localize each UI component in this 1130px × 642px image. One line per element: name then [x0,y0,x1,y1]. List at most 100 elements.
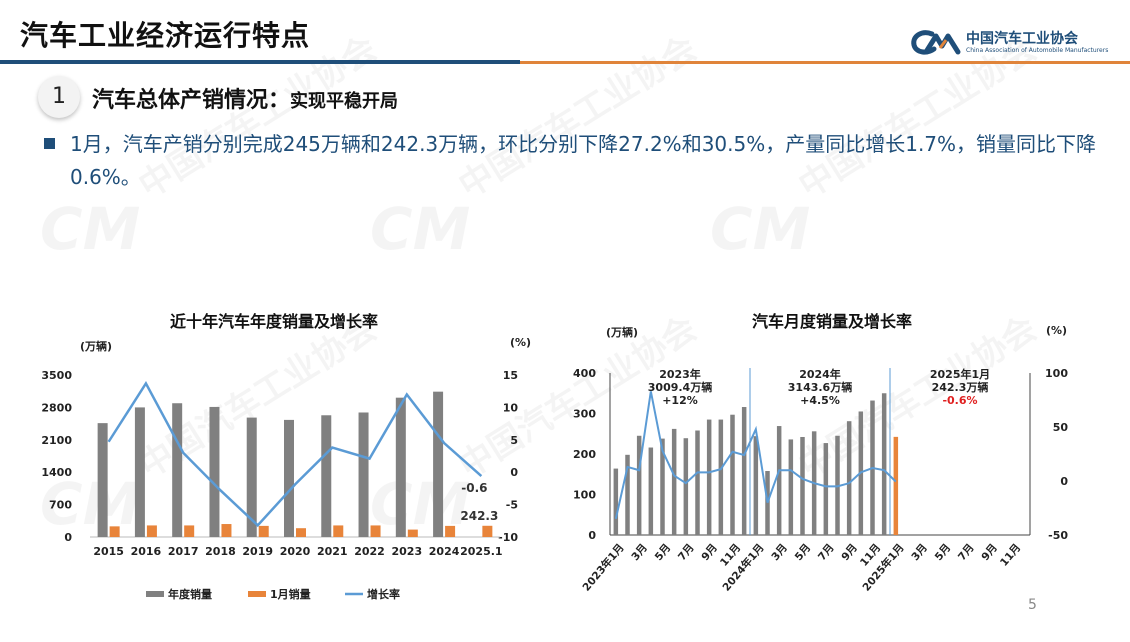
bar-monthly [730,414,735,535]
y-axis-unit: (万辆) [606,325,638,339]
legend-swatch-january [248,591,266,597]
x-tick-label: 3月 [629,542,650,563]
bar-january [146,525,157,537]
y2-axis-unit: (%) [1046,324,1067,337]
bar-monthly [695,430,700,535]
legend-swatch-annual [146,591,164,597]
bar-january [109,526,120,537]
bar-monthly [671,428,677,535]
y2-tick-label: 5 [510,434,518,447]
bar-monthly [776,426,782,535]
y-tick-label: 400 [573,367,596,380]
bar-january [445,525,456,537]
bar-annual [358,412,369,537]
year-label-total: 3009.4万辆 [648,380,712,394]
y-tick-label: 0 [588,529,596,542]
bar-monthly [683,438,689,535]
line-growth-rate [107,380,483,528]
bar-january [407,529,418,537]
y-tick-label: 300 [573,408,596,421]
caam-logo: 中国汽车工业协会 China Association of Automobile… [910,28,1110,56]
year-label-growth: +4.5% [800,394,840,407]
bar-monthly [613,468,619,535]
year-label-total: 242.3万辆 [932,380,989,394]
chart2-title: 汽车月度销量及增长率 [752,312,913,331]
y-tick-label: 200 [573,448,596,461]
y2-tick-label: 0 [1060,475,1068,488]
y2-tick-label: 15 [503,369,518,382]
x-tick-label: 3月 [909,542,930,563]
bar-monthly [706,419,712,535]
y-tick-label: 700 [49,499,72,512]
bar-monthly [800,436,805,535]
y-tick-label: 1400 [41,466,72,479]
y-axis-unit: (万辆) [80,339,112,353]
legend-label-annual: 年度销量 [168,587,212,601]
x-tick-label: 2020 [280,545,311,558]
bar-monthly [718,419,724,535]
y2-tick-label: -5 [506,499,518,512]
year-label-title: 2025年1月 [930,367,990,381]
x-tick-label: 2024 [429,545,460,558]
year-label-growth: +12% [662,394,698,407]
y2-tick-label: 0 [510,466,518,479]
bar-monthly [741,407,747,535]
x-tick-label: 9月 [699,542,720,563]
y2-tick-label: 50 [1053,421,1069,434]
bar-monthly [765,471,770,535]
data-label-rate: -0.6 [461,481,487,495]
bar-annual [284,419,294,537]
y2-tick-label: -10 [498,531,518,544]
bar-monthly [753,436,759,535]
bar-annual [97,423,108,537]
bar-january [333,525,344,537]
year-label-title: 2024年 [799,367,841,381]
x-tick-label: 9月 [839,542,860,563]
page-title: 汽车工业经济运行特点 [20,19,311,52]
bar-monthly [660,438,665,535]
year-label-growth: -0.6% [942,394,977,407]
x-tick-label: 2018 [205,545,236,558]
page-number: 5 [1028,597,1037,613]
bar-monthly [625,454,630,535]
y-tick-label: 2800 [41,401,72,414]
legend-label-rate: 增长率 [367,587,400,601]
x-tick-label: 2021 [317,545,348,558]
y-tick-label: 0 [64,531,72,544]
bar-january [221,524,232,537]
bar-monthly [846,421,852,535]
x-tick-label: 9月 [979,542,1000,563]
x-tick-label: 7月 [676,542,697,563]
logo-english: China Association of Automobile Manufact… [966,47,1109,54]
x-tick-label: 5月 [793,542,814,563]
y2-axis-unit: (%) [510,336,531,349]
x-tick-label: 3月 [769,542,790,563]
x-tick-label: 2016 [131,545,162,558]
caam-logo-icon [911,30,961,55]
bar-january [184,525,195,537]
x-tick-label: 2017 [168,545,199,558]
x-tick-label: 2025.1 [460,545,502,558]
bar-annual [395,397,406,537]
y-tick-label: 3500 [41,369,72,382]
y-tick-label: 2100 [41,434,72,447]
x-tick-label: 2022 [354,545,385,558]
x-tick-label: 2015 [93,545,124,558]
bullet-square-icon [44,138,55,149]
x-tick-label: 2023年1月 [580,541,627,593]
chart1-title: 近十年汽车年度销量及增长率 [170,312,379,331]
y2-tick-label: -50 [1048,529,1068,542]
section-title: 汽车总体产销情况：实现平稳开局 [92,82,398,114]
x-tick-label: 5月 [653,542,674,563]
y-tick-label: 100 [573,489,596,502]
bar-monthly [893,436,899,535]
x-tick-label: 2023 [392,545,423,558]
bar-monthly [881,393,887,535]
legend-label-january: 1月销量 [270,587,311,601]
x-tick-label: 2019 [242,545,273,558]
x-tick-label: 5月 [933,542,954,563]
chart-annual: (万辆) (%)35002800210014007000151050-5-1020… [41,336,531,601]
line-growth-rate [614,391,897,520]
